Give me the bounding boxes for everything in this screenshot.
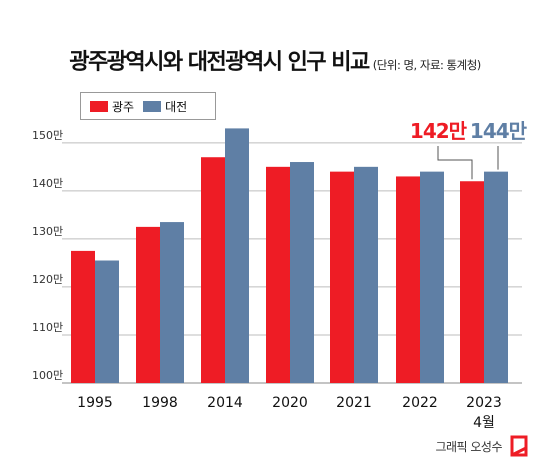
x-tick-label: 2021 [336, 395, 372, 411]
x-tick-label: 2023 [466, 395, 502, 411]
legend-item-gwangju: 광주 [90, 98, 134, 115]
chart-subtitle: (단위: 명, 자료: 통계청) [372, 58, 481, 72]
y-tick-label: 110만 [32, 321, 63, 334]
chart-title-block: 광주광역시와 대전광역시 인구 비교 (단위: 명, 자료: 통계청) [0, 44, 550, 76]
x-tick-label: 2022 [402, 395, 438, 411]
chart-title: 광주광역시와 대전광역시 인구 비교 [69, 50, 370, 75]
y-tick-label: 100만 [32, 369, 63, 382]
legend-item-daejeon: 대전 [143, 98, 187, 115]
bar-gwangju [460, 181, 484, 383]
credit: 그래픽 오성수 [435, 435, 528, 457]
newspaper-logo-icon [510, 435, 528, 457]
bar-daejeon [160, 222, 184, 383]
data-label: 142만 [410, 119, 468, 143]
legend-swatch-gwangju [90, 100, 108, 112]
bar-daejeon [354, 166, 378, 383]
x-tick-sublabel: 4월 [473, 415, 495, 431]
y-tick-label: 140만 [32, 177, 63, 190]
x-tick-label: 2014 [207, 395, 243, 411]
bar-gwangju [266, 166, 290, 383]
bar-gwangju [330, 171, 354, 383]
legend: 광주 대전 [80, 92, 216, 120]
bar-daejeon [95, 260, 119, 383]
bar-gwangju [396, 176, 420, 383]
legend-label-daejeon: 대전 [165, 99, 188, 114]
credit-text: 그래픽 오성수 [435, 439, 502, 454]
x-tick-label: 1998 [142, 395, 178, 411]
legend-label-gwangju: 광주 [112, 99, 135, 114]
data-label: 144만 [470, 119, 528, 143]
x-tick-label: 1995 [77, 395, 113, 411]
bar-daejeon [484, 171, 508, 383]
bar-gwangju [136, 226, 160, 383]
legend-swatch-daejeon [143, 100, 162, 112]
x-tick-label: 2020 [272, 395, 308, 411]
bar-gwangju [201, 157, 225, 383]
y-tick-label: 150만 [32, 129, 63, 142]
leader-line [437, 146, 473, 180]
bar-daejeon [420, 171, 444, 383]
bar-gwangju [71, 250, 95, 383]
y-tick-label: 120만 [32, 273, 63, 286]
bar-daejeon [290, 162, 314, 383]
bar-daejeon [225, 128, 249, 383]
y-tick-label: 130만 [32, 225, 63, 238]
